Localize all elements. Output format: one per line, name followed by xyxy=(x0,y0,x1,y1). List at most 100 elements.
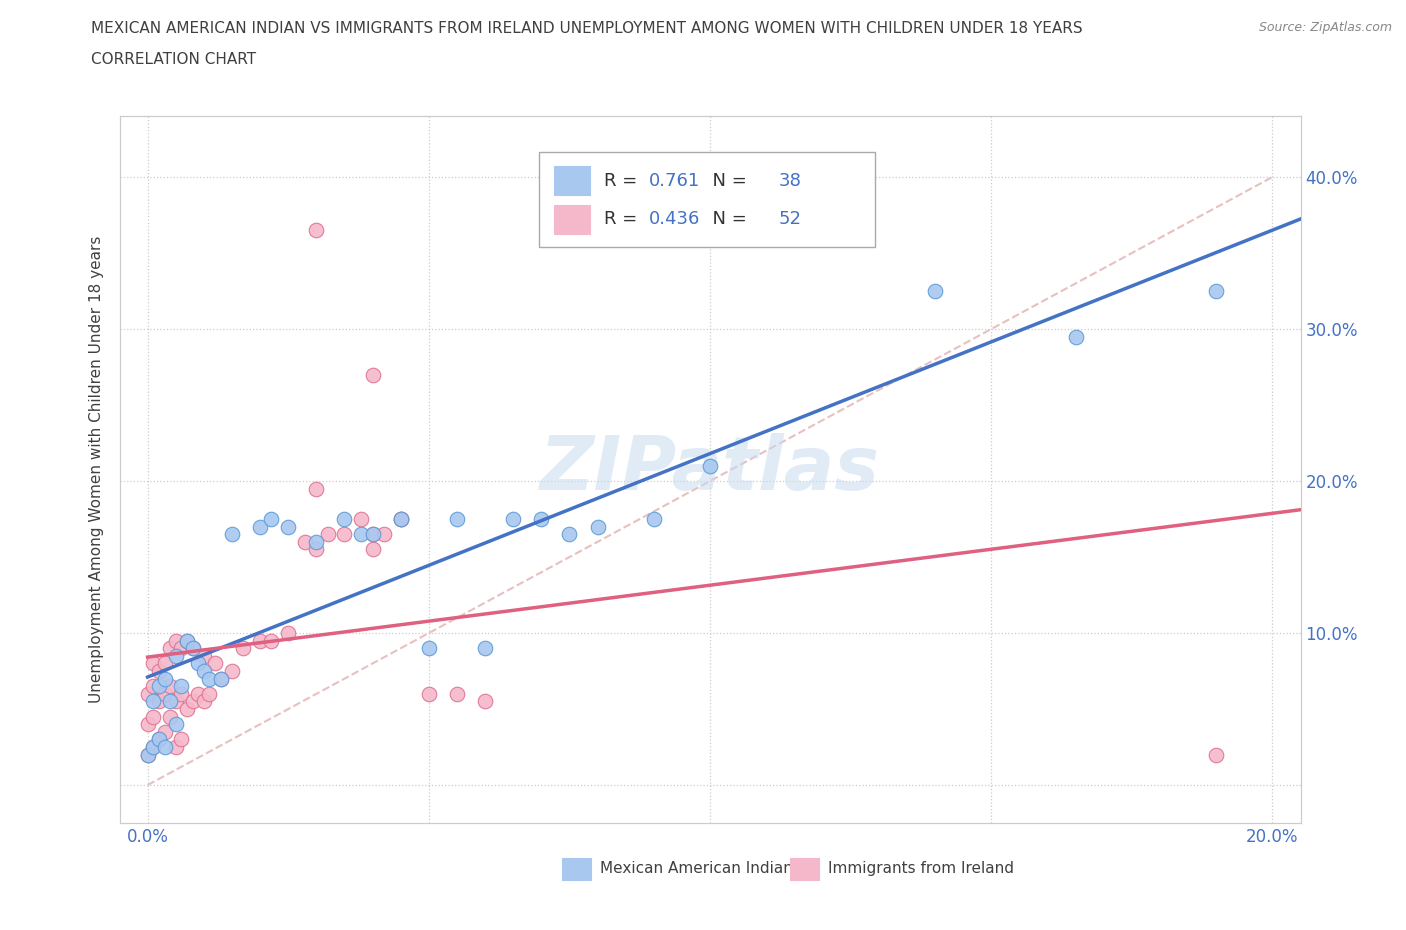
Text: 0.436: 0.436 xyxy=(648,210,700,229)
Point xyxy=(148,732,170,747)
Point xyxy=(586,519,609,534)
Text: R =: R = xyxy=(603,210,643,229)
Point xyxy=(305,535,328,550)
Point xyxy=(361,367,384,382)
Point xyxy=(924,284,946,299)
Point xyxy=(153,739,176,754)
Point xyxy=(181,641,204,656)
Point xyxy=(193,664,215,679)
Point xyxy=(502,512,524,526)
Bar xyxy=(554,166,589,195)
Point xyxy=(221,664,243,679)
Point xyxy=(165,739,187,754)
Point xyxy=(193,694,215,709)
Point xyxy=(204,656,226,671)
Point xyxy=(209,671,232,686)
Point xyxy=(176,701,198,716)
Point xyxy=(474,641,496,656)
Point xyxy=(198,686,221,701)
Point xyxy=(699,458,721,473)
Point xyxy=(193,648,215,663)
Text: R =: R = xyxy=(603,171,643,190)
Point xyxy=(170,679,193,694)
Point xyxy=(530,512,553,526)
Point xyxy=(181,694,204,709)
Point xyxy=(142,739,165,754)
Point xyxy=(136,717,159,732)
Point xyxy=(165,633,187,648)
Point xyxy=(159,710,181,724)
Text: MEXICAN AMERICAN INDIAN VS IMMIGRANTS FROM IRELAND UNEMPLOYMENT AMONG WOMEN WITH: MEXICAN AMERICAN INDIAN VS IMMIGRANTS FR… xyxy=(91,21,1083,36)
Point xyxy=(153,724,176,739)
Point xyxy=(148,732,170,747)
Point xyxy=(148,679,170,694)
Point xyxy=(305,223,328,238)
Point xyxy=(159,694,181,709)
Text: 38: 38 xyxy=(779,171,801,190)
Point xyxy=(187,656,209,671)
Point xyxy=(277,519,299,534)
Point xyxy=(170,641,193,656)
Point xyxy=(153,671,176,686)
Text: N =: N = xyxy=(700,210,752,229)
Point xyxy=(389,512,412,526)
Point xyxy=(198,671,221,686)
Point xyxy=(249,519,271,534)
Point xyxy=(136,747,159,762)
Point xyxy=(142,679,165,694)
Point xyxy=(260,512,283,526)
Point xyxy=(277,626,299,641)
Point xyxy=(1205,747,1227,762)
Text: CORRELATION CHART: CORRELATION CHART xyxy=(91,52,256,67)
Point xyxy=(232,641,254,656)
Y-axis label: Unemployment Among Women with Children Under 18 years: Unemployment Among Women with Children U… xyxy=(89,236,104,703)
Text: Source: ZipAtlas.com: Source: ZipAtlas.com xyxy=(1258,21,1392,34)
Point xyxy=(142,739,165,754)
Point xyxy=(446,512,468,526)
Bar xyxy=(790,858,818,880)
Point xyxy=(148,664,170,679)
Point xyxy=(148,694,170,709)
Point xyxy=(305,542,328,557)
Point xyxy=(418,686,440,701)
Point xyxy=(333,526,356,541)
Text: ZIPatlas: ZIPatlas xyxy=(540,433,880,506)
Point xyxy=(165,694,187,709)
Text: 0.761: 0.761 xyxy=(648,171,700,190)
Point xyxy=(389,512,412,526)
Point xyxy=(361,542,384,557)
Point xyxy=(181,641,204,656)
Point xyxy=(361,526,384,541)
Point xyxy=(221,526,243,541)
Point xyxy=(159,641,181,656)
Point xyxy=(361,526,384,541)
Point xyxy=(176,633,198,648)
Point xyxy=(643,512,665,526)
Point xyxy=(142,656,165,671)
Point xyxy=(165,717,187,732)
Point xyxy=(159,679,181,694)
Point xyxy=(249,633,271,648)
Text: Immigrants from Ireland: Immigrants from Ireland xyxy=(828,861,1014,876)
Text: Mexican American Indians: Mexican American Indians xyxy=(600,861,801,876)
Point xyxy=(142,694,165,709)
FancyBboxPatch shape xyxy=(538,152,876,247)
Point xyxy=(316,526,339,541)
Point xyxy=(153,656,176,671)
Bar xyxy=(562,858,591,880)
Point xyxy=(350,526,373,541)
Point xyxy=(558,526,581,541)
Point xyxy=(142,710,165,724)
Point xyxy=(1064,329,1087,344)
Point xyxy=(446,686,468,701)
Point xyxy=(165,648,187,663)
Point xyxy=(418,641,440,656)
Point xyxy=(209,671,232,686)
Point xyxy=(153,686,176,701)
Point xyxy=(350,512,373,526)
Bar xyxy=(554,205,589,234)
Point xyxy=(389,512,412,526)
Point xyxy=(1205,284,1227,299)
Point xyxy=(136,686,159,701)
Point xyxy=(305,481,328,496)
